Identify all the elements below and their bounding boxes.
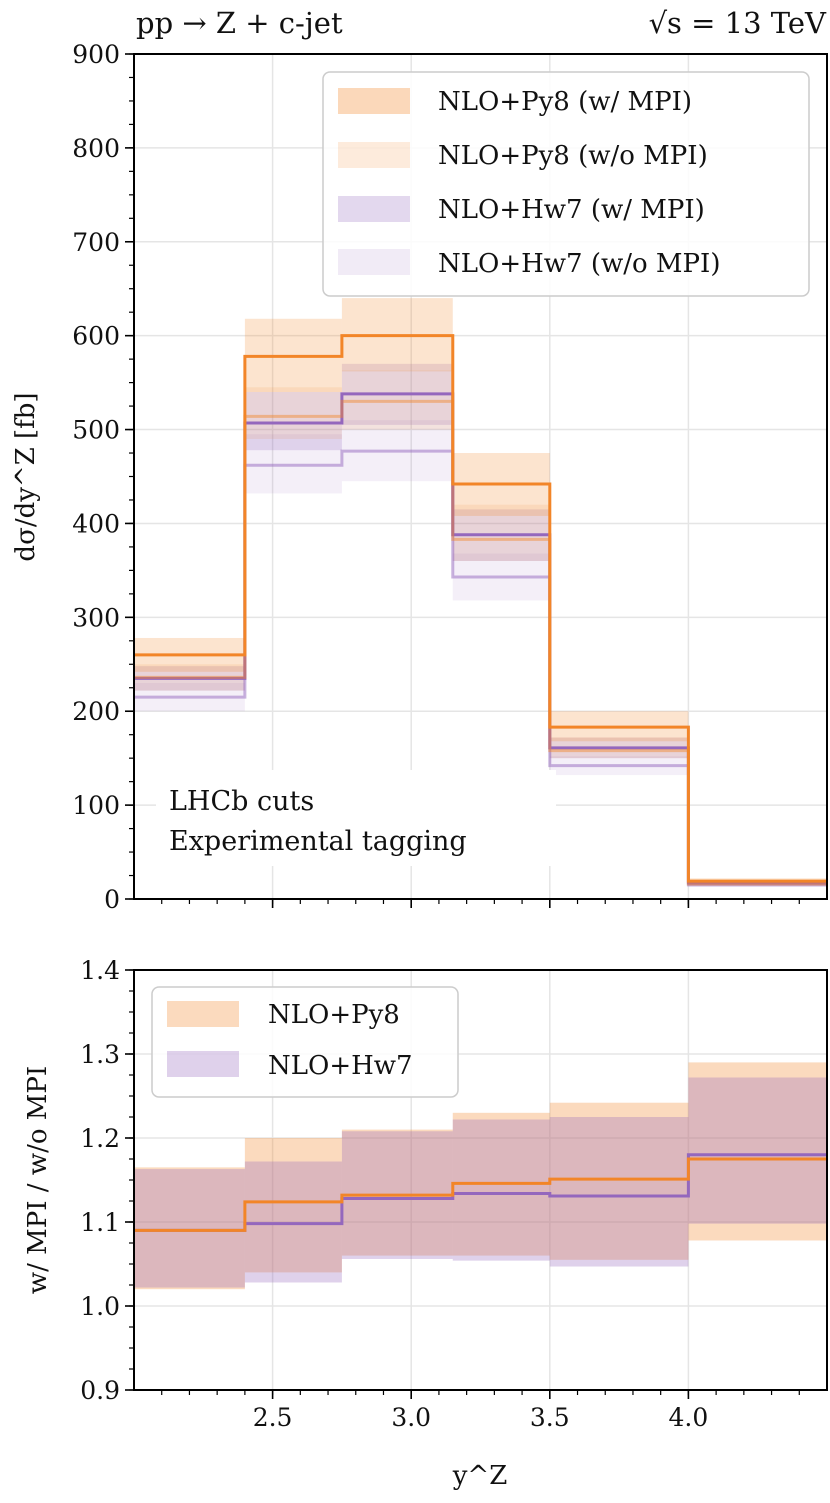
bottom-legend-frame — [151, 986, 459, 1098]
band-py8-bin-5 — [688, 1062, 827, 1241]
band-py8_nompi-bin-2 — [341, 370, 453, 430]
bottom-panel: 0.9 1.0 1.1 1.2 1.3 1.4 2.5 3.0 3.5 4.0 w/ MPI /… — [23, 956, 828, 1491]
y-tick-label-2: 200 — [72, 697, 120, 726]
y-tick-label-1: 1.0 — [80, 1292, 120, 1321]
band-py8_nompi-bin-3 — [452, 504, 550, 561]
top-panel: 0 100 200 300 400 500 600 700 800 900 pp → Z + c-… — [11, 6, 828, 914]
band-hw7-bin-1 — [244, 1161, 342, 1283]
y-tick-label-9: 900 — [72, 40, 120, 69]
y-tick-label-5: 1.4 — [80, 956, 120, 985]
top-y-axis: 0 100 200 300 400 500 600 700 800 900 — [72, 40, 134, 914]
band-hw7_mpi-bin-1 — [244, 392, 342, 451]
x-axis-title: y^Z — [452, 1461, 508, 1491]
line-py8_mpi — [134, 334, 827, 883]
legend-swatch-hw7-mpi — [338, 196, 410, 222]
x-tick-label-0: 2.5 — [253, 1403, 293, 1432]
x-tick-label-2: 3.5 — [530, 1403, 570, 1432]
legend-swatch-py8-nompi — [338, 142, 410, 168]
x-tick-label-3: 4.0 — [669, 1403, 709, 1432]
y-tick-label-7: 700 — [72, 228, 120, 257]
band-py8-bin-4 — [549, 1102, 689, 1260]
band-py8_nompi-bin-1 — [244, 387, 342, 439]
y-tick-label-3: 1.2 — [80, 1124, 120, 1153]
y-tick-label-4: 1.3 — [80, 1040, 120, 1069]
y-tick-label-4: 400 — [72, 509, 120, 538]
top-x-ticks — [161, 899, 800, 908]
y-tick-label-3: 300 — [72, 603, 120, 632]
legend-swatch-hw7-nompi — [338, 249, 410, 275]
bottom-x-axis: 2.5 3.0 3.5 4.0 — [161, 1390, 800, 1432]
legend-label-py8: NLO+Py8 — [268, 1000, 400, 1030]
y-tick-label-6: 600 — [72, 322, 120, 351]
annotation-line-2: Experimental tagging — [169, 826, 467, 857]
band-py8-bin-1 — [244, 1138, 342, 1273]
band-hw7-bin-0 — [134, 1169, 245, 1288]
legend-label-py8-mpi: NLO+Py8 (w/ MPI) — [438, 87, 692, 117]
x-tick-label-1: 3.0 — [391, 1403, 431, 1432]
title-left: pp → Z + c-jet — [136, 6, 343, 40]
legend-label-hw7-nompi: NLO+Hw7 (w/o MPI) — [438, 249, 720, 279]
y-tick-label-8: 800 — [72, 134, 120, 163]
bottom-lines — [134, 1153, 827, 1232]
bottom-y-axis: 0.9 1.0 1.1 1.2 1.3 1.4 — [80, 956, 134, 1405]
top-y-axis-title: dσ/dy^Z [fb] — [11, 392, 41, 561]
top-lines — [134, 334, 827, 887]
band-hw7-bin-5 — [688, 1077, 827, 1224]
annotation-box — [156, 770, 556, 866]
legend-swatch-py8-mpi — [338, 88, 410, 114]
y-tick-label-2: 1.1 — [80, 1208, 120, 1237]
legend-swatch-py8 — [167, 1001, 239, 1027]
band-hw7-bin-4 — [549, 1117, 689, 1267]
y-tick-label-1: 100 — [72, 791, 120, 820]
y-tick-label-0: 0.9 — [80, 1376, 120, 1405]
line-py8 — [134, 1157, 827, 1232]
legend-label-hw7: NLO+Hw7 — [268, 1051, 413, 1081]
band-py8-bin-2 — [341, 1129, 453, 1256]
y-tick-label-0: 0 — [104, 885, 120, 914]
band-hw7-bin-3 — [452, 1119, 550, 1261]
band-py8-bin-0 — [134, 1167, 245, 1290]
title-right: √s = 13 TeV — [649, 6, 827, 40]
top-legend-frame — [322, 71, 810, 297]
legend-swatch-hw7 — [167, 1051, 239, 1077]
bottom-y-axis-title: w/ MPI / w/o MPI — [23, 1066, 53, 1294]
bottom-bands — [134, 1062, 827, 1290]
bottom-legend: NLO+Py8 NLO+Hw7 — [151, 986, 459, 1098]
legend-label-py8-nompi: NLO+Py8 (w/o MPI) — [438, 141, 708, 171]
annotation-line-1: LHCb cuts — [169, 786, 314, 817]
top-legend: NLO+Py8 (w/ MPI) NLO+Py8 (w/o MPI) NLO+H… — [322, 71, 810, 297]
y-tick-label-5: 500 — [72, 416, 120, 445]
legend-label-hw7-mpi: NLO+Hw7 (w/ MPI) — [438, 195, 705, 225]
